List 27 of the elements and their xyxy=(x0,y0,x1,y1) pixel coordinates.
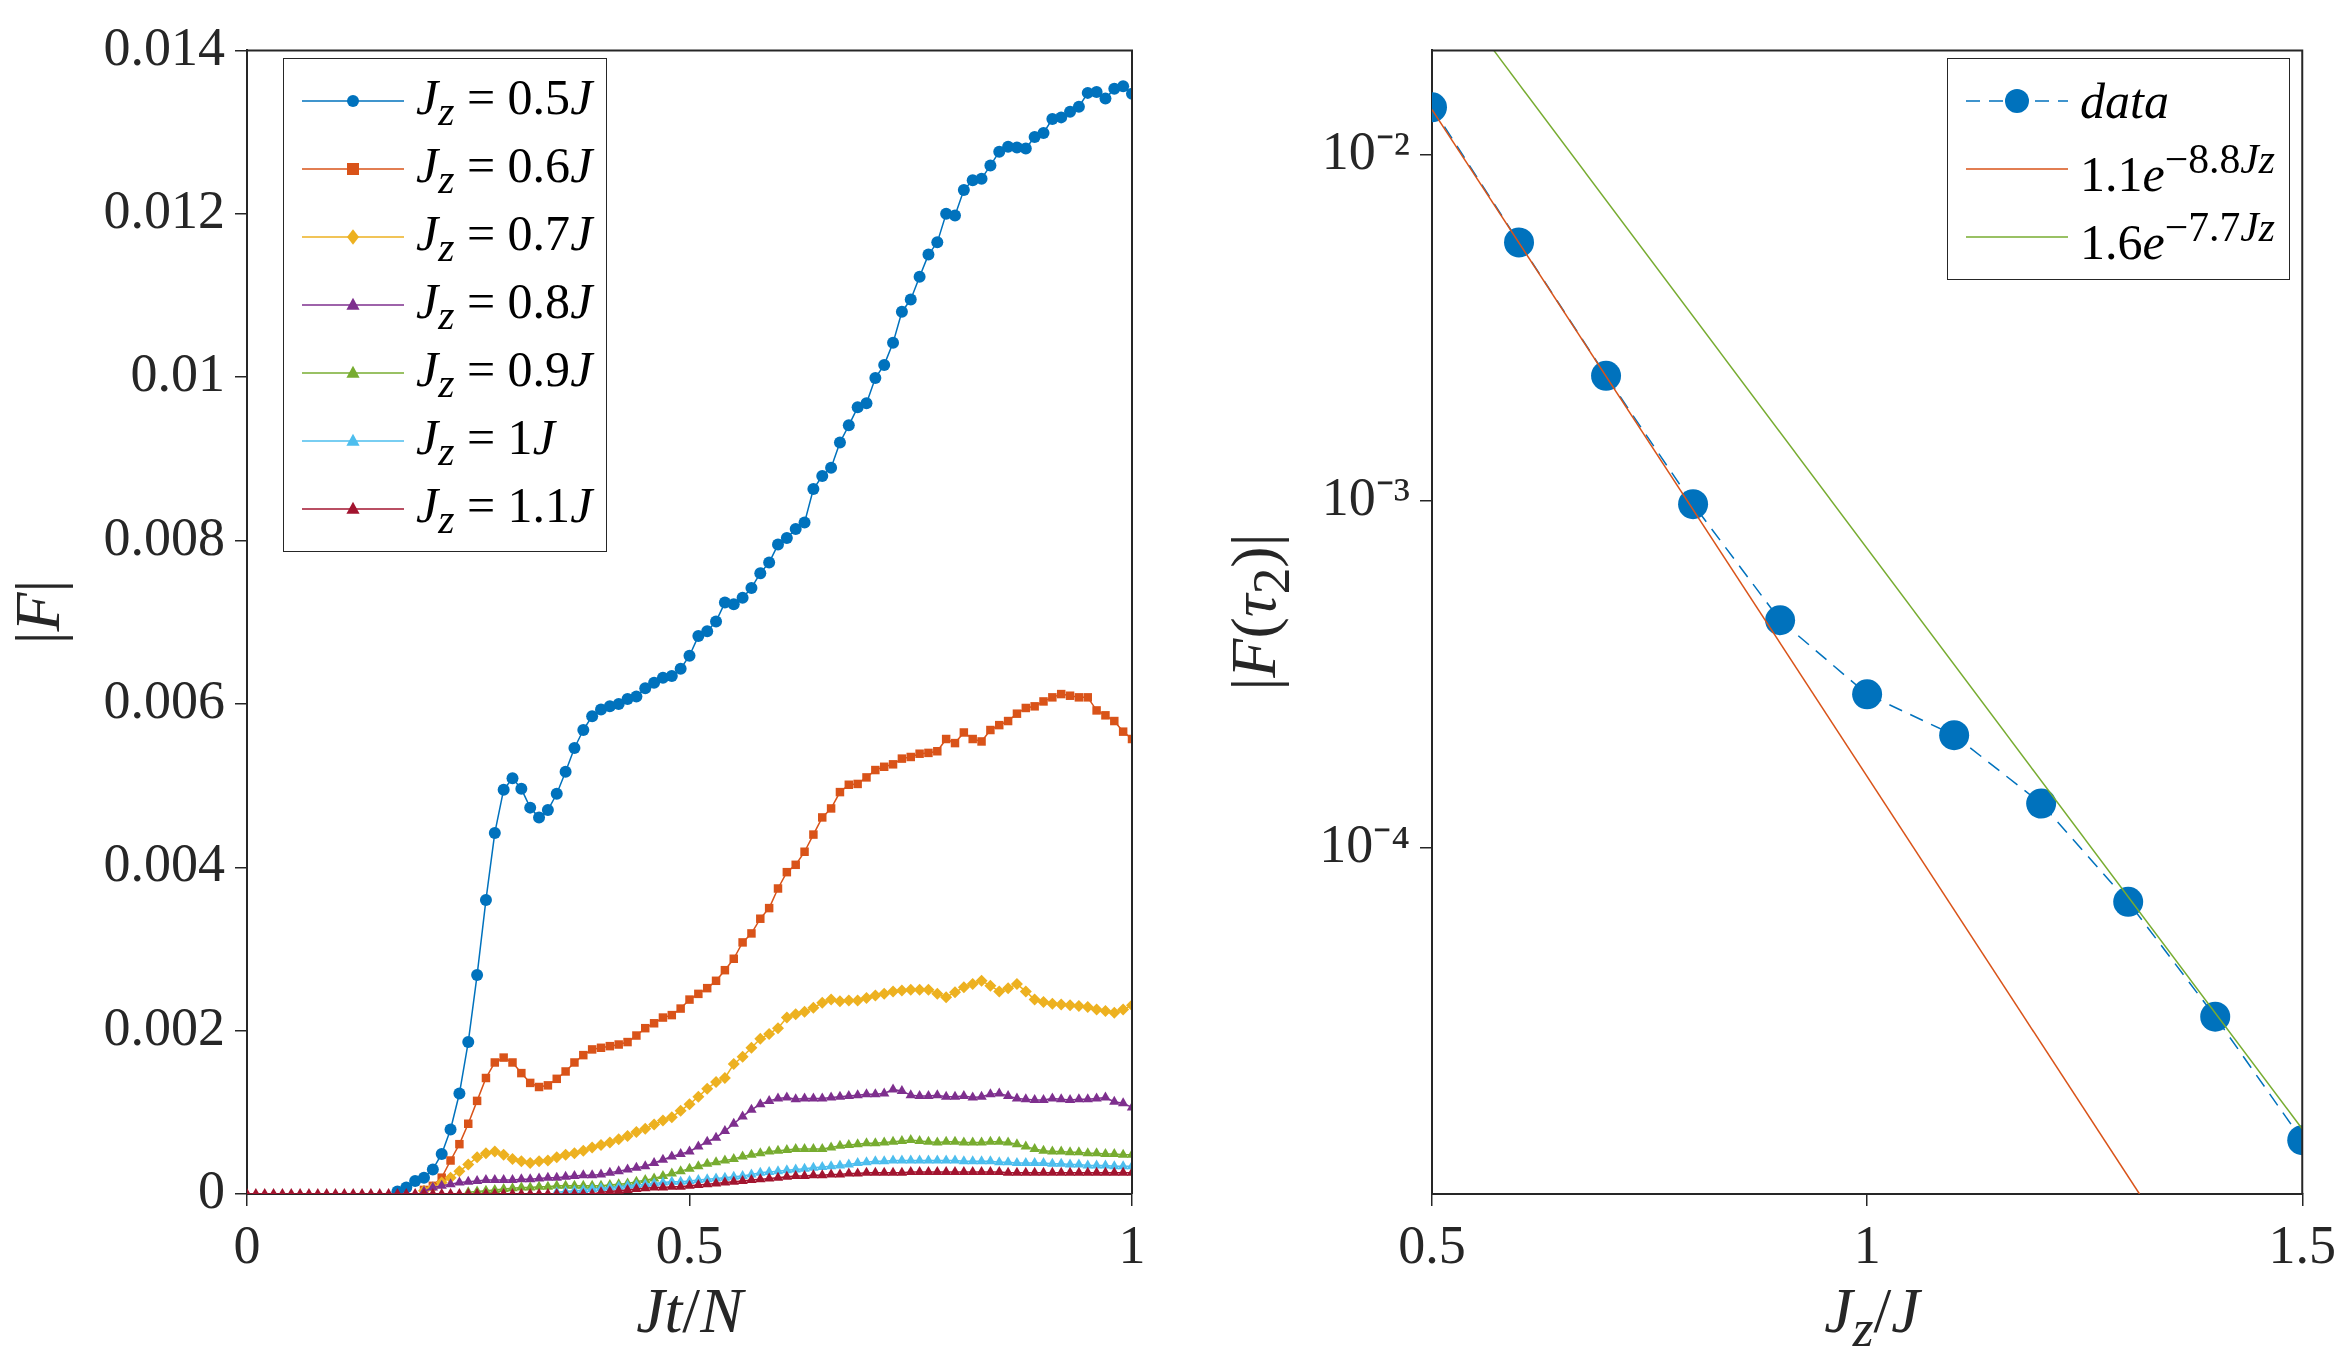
legend-label: J$_{z}$ = 0.5J xyxy=(416,67,593,135)
y-tick-label: 0.002 xyxy=(103,996,225,1057)
y-axis-title: |F| xyxy=(1,579,74,645)
x-axis-title: J$_{z}$/J xyxy=(1823,1275,1923,1358)
legend-label: J$_{z}$ = 0.9J xyxy=(416,339,593,407)
legend-label: J$_{z}$ = 0.8J xyxy=(416,271,593,339)
y-tick-label: 0.014 xyxy=(103,16,225,77)
legend-label: J$_{z}$ = 0.6J xyxy=(416,135,593,203)
y-tick-label: 0.01 xyxy=(130,343,225,404)
x-tick-label: 1 xyxy=(1853,1214,1881,1275)
y-tick-label: 0.012 xyxy=(103,179,225,240)
x-tick-label: 1.5 xyxy=(2268,1214,2336,1275)
y-tick-label: 0.004 xyxy=(103,833,225,894)
x-tick-label: 1 xyxy=(1118,1214,1146,1275)
y-tick-label: 0 xyxy=(198,1160,225,1221)
y-tick-label: 0.008 xyxy=(103,506,225,567)
y-tick-label: 10⁻⁴ xyxy=(1319,813,1410,874)
y-tick-label: 10⁻² xyxy=(1321,120,1410,181)
legend-label: J$_{z}$ = 1J xyxy=(416,407,555,475)
x-tick-label: 0.5 xyxy=(655,1214,724,1275)
legend-label: J$_{z}$ = 0.7J xyxy=(416,203,593,271)
y-tick-label: 0.006 xyxy=(103,670,225,731)
legend-label: data xyxy=(2080,73,2169,129)
x-axis-title: Jt/N xyxy=(635,1275,747,1347)
y-tick-label: 10⁻³ xyxy=(1321,467,1410,528)
x-tick-label: 0.5 xyxy=(1398,1214,1466,1275)
legend-label: J$_{z}$ = 1.1J xyxy=(416,475,593,543)
